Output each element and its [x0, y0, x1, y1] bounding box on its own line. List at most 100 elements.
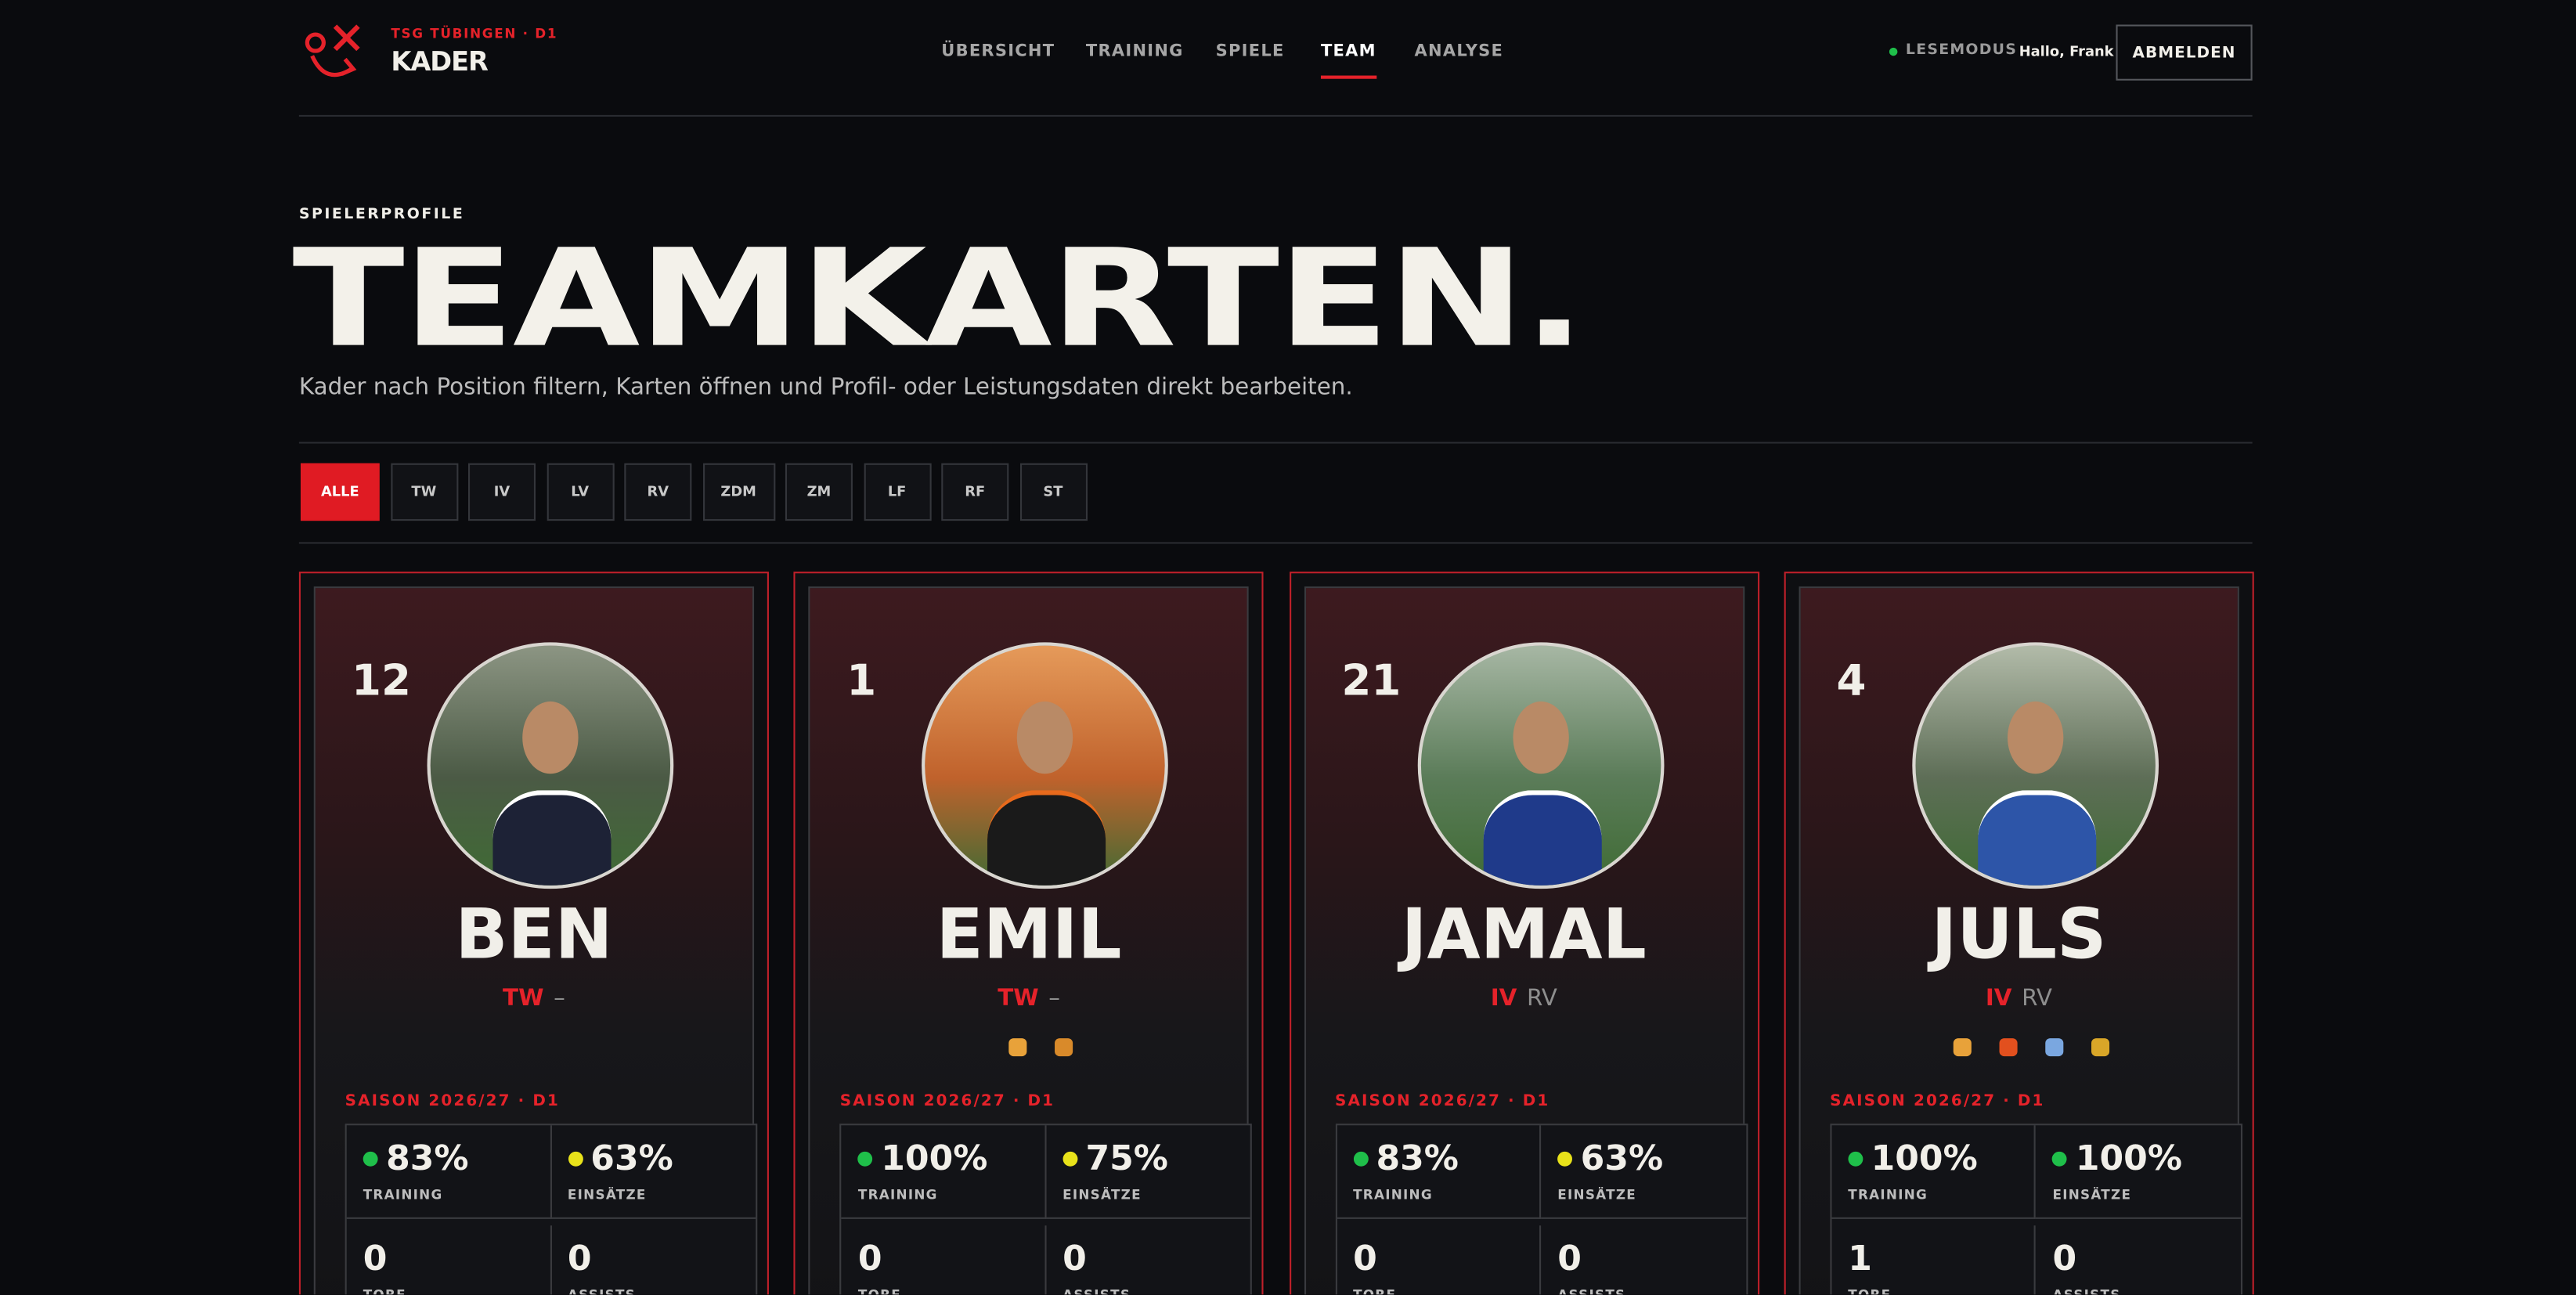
- badge-icon: [1055, 1038, 1073, 1057]
- stat-number: 0: [363, 1237, 388, 1278]
- secondary-position: RV: [1526, 985, 1557, 1012]
- badge-icon: [2045, 1038, 2064, 1057]
- stat-number: 0: [1557, 1237, 1582, 1278]
- stat-cell: 0 ASSISTS: [1541, 1225, 1745, 1294]
- eyebrow: SPIELERPROFILE: [298, 207, 465, 224]
- filter-button[interactable]: ZDM: [702, 463, 775, 521]
- logout-button[interactable]: ABMELDEN: [2116, 24, 2253, 81]
- divider: [298, 114, 2253, 117]
- filter-button[interactable]: TW: [390, 463, 458, 521]
- player-name: JAMAL: [1401, 893, 1647, 975]
- stat-value: 1: [1848, 1238, 1872, 1277]
- stat-cell: 63% EINSÄTZE: [550, 1125, 756, 1219]
- stat-label: EINSÄTZE: [567, 1187, 647, 1203]
- stat-cell: 83% TRAINING: [1337, 1125, 1542, 1219]
- nav-link[interactable]: SPIELE: [1215, 42, 1285, 61]
- photo-body: [1482, 790, 1601, 886]
- stat-cell: 1 TORE: [1831, 1225, 2037, 1295]
- season-label: SAISON 2026/27 · D1: [345, 1092, 560, 1111]
- stat-label: TORE: [1848, 1286, 1892, 1295]
- nav-link[interactable]: ÜBERSICHT: [941, 42, 1055, 61]
- photo-head: [522, 701, 579, 774]
- stat-number: 0: [2052, 1237, 2077, 1278]
- secondary-position: RV: [2022, 985, 2053, 1012]
- filter-button[interactable]: IV: [467, 463, 536, 521]
- player-card[interactable]: 1 EMIL TW – SAISON 2026/27 · D1 100% TRAINING 7…: [794, 572, 1265, 1295]
- stat-value: 0: [363, 1238, 388, 1277]
- positions: TW –: [810, 986, 1247, 1012]
- stat-value: 75%: [1063, 1138, 1168, 1178]
- status: LESEMODUS: [1905, 42, 2018, 60]
- stat-label: EINSÄTZE: [1063, 1187, 1142, 1203]
- stat-indicator: [1353, 1150, 1368, 1166]
- secondary-position: –: [554, 985, 565, 1012]
- stat-cell: 83% TRAINING: [346, 1125, 551, 1219]
- filter-button[interactable]: RV: [624, 463, 692, 521]
- nav-link[interactable]: TEAM: [1320, 43, 1376, 79]
- stat-cell: 100% TRAINING: [841, 1125, 1047, 1219]
- app-title: KADER: [391, 45, 488, 78]
- stats-grid: 100% TRAINING 100% EINSÄTZE 1 TORE 0 ASSISTS: [1830, 1124, 2242, 1295]
- stat-cell: 0 TORE: [842, 1225, 1047, 1295]
- stat-value: 83%: [363, 1138, 469, 1178]
- player-card[interactable]: 12 BEN TW – SAISON 2026/27 · D1 83% TRAINING 63…: [298, 572, 769, 1295]
- stat-cell: 0 ASSISTS: [1046, 1225, 1250, 1294]
- stat-number: 63%: [590, 1138, 673, 1178]
- stat-cell: 0 TORE: [347, 1225, 551, 1295]
- stat-cell: 100% EINSÄTZE: [2036, 1125, 2241, 1219]
- stat-label: ASSISTS: [567, 1286, 637, 1295]
- stat-label: TRAINING: [1848, 1187, 1928, 1203]
- stat-value: 63%: [1557, 1138, 1663, 1178]
- stat-label: TORE: [857, 1286, 902, 1295]
- badge-icon: [1953, 1038, 1972, 1057]
- badge-icon: [1999, 1038, 2018, 1057]
- stat-indicator: [1063, 1150, 1077, 1166]
- stat-label: ASSISTS: [2052, 1286, 2121, 1295]
- nav-link[interactable]: TRAINING: [1085, 42, 1184, 61]
- filter-button[interactable]: ST: [1019, 463, 1087, 521]
- filter-button[interactable]: ALLE: [300, 463, 380, 521]
- stat-indicator: [363, 1150, 378, 1166]
- stat-value: 63%: [567, 1138, 673, 1178]
- player-photo: [922, 642, 1169, 889]
- card-panel: 12 BEN TW – SAISON 2026/27 · D1 83% TRAINING 63…: [313, 586, 758, 1295]
- stat-number: 100%: [881, 1138, 988, 1178]
- season-label: SAISON 2026/27 · D1: [1830, 1092, 2045, 1111]
- filter-button[interactable]: RF: [941, 463, 1009, 521]
- stat-number: 83%: [386, 1138, 469, 1178]
- secondary-position: –: [1048, 985, 1060, 1012]
- stat-value: 0: [1063, 1238, 1087, 1277]
- nav-underline: [1320, 75, 1376, 79]
- stats-grid: 83% TRAINING 63% EINSÄTZE 0 TORE 0 ASSISTS: [345, 1124, 758, 1295]
- stat-value: 0: [858, 1238, 882, 1277]
- stats-grid: 100% TRAINING 75% EINSÄTZE 0 TORE 0 ASSISTS: [839, 1124, 1253, 1295]
- stat-value: 100%: [2052, 1138, 2182, 1178]
- subtitle: Kader nach Position filtern, Karten öffn…: [298, 374, 1353, 401]
- filter-button[interactable]: LV: [546, 463, 614, 521]
- stat-number: 0: [857, 1237, 882, 1278]
- season-label: SAISON 2026/27 · D1: [839, 1092, 1055, 1111]
- stat-number: 0: [1063, 1237, 1087, 1278]
- stat-value: 0: [2052, 1238, 2076, 1277]
- player-card[interactable]: 4 JULS IV RV SAISON 2026/27 · D1 100% TRAINING…: [1784, 572, 2254, 1295]
- stat-value: 100%: [1848, 1138, 1978, 1178]
- photo-head: [1512, 701, 1568, 774]
- filter-button[interactable]: ZM: [785, 463, 853, 521]
- card-panel: 21 JAMAL IV RV SAISON 2026/27 · D1 83% TRAININ…: [1304, 586, 1748, 1295]
- filter-button[interactable]: LF: [863, 463, 931, 521]
- stat-indicator: [857, 1150, 873, 1166]
- player-card[interactable]: 21 JAMAL IV RV SAISON 2026/27 · D1 83% TRAININ…: [1289, 572, 1759, 1295]
- player-name: BEN: [455, 893, 613, 975]
- stat-label: TRAINING: [363, 1187, 443, 1203]
- stat-number: 1: [1848, 1237, 1872, 1278]
- stat-value: 0: [1557, 1238, 1582, 1277]
- badge-icon: [1008, 1038, 1027, 1057]
- positions: IV RV: [1800, 986, 2237, 1012]
- nav-link[interactable]: ANALYSE: [1414, 42, 1504, 61]
- badge-icon: [2091, 1038, 2109, 1057]
- stat-number: 63%: [1580, 1138, 1664, 1178]
- player-photo: [1912, 642, 2159, 889]
- primary-position: TW: [998, 985, 1039, 1012]
